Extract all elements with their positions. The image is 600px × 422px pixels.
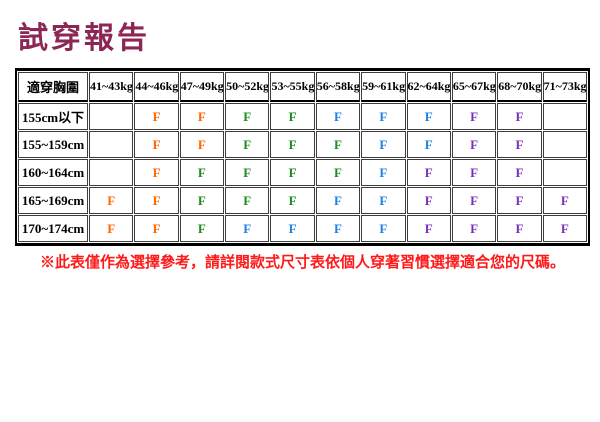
fit-cell: F (406, 187, 451, 214)
weight-header: 62~64kg (406, 72, 451, 102)
fit-cell: F (406, 159, 451, 186)
table-header: 適穿胸圍 41~43kg 44~46kg 47~49kg 50~52kg 53~55kg… (18, 72, 587, 102)
fit-cell: F (134, 103, 179, 130)
fit-cell: F (134, 187, 179, 214)
height-row-label: 155~159cm (18, 131, 88, 158)
empty-cell (542, 103, 587, 130)
table-body: 155cm以下 F F F F F F F F F 155~159cm F F F F F F F F F 160~16… (18, 103, 587, 242)
table-row: 165~169cm F F F F F F F F F F F (18, 187, 587, 214)
empty-cell (89, 131, 134, 158)
fit-cell: F (497, 215, 542, 242)
fit-cell: F (179, 159, 225, 186)
fit-cell: F (361, 103, 406, 130)
corner-header: 適穿胸圍 (18, 72, 88, 102)
weight-header: 44~46kg (134, 72, 179, 102)
weight-header: 50~52kg (225, 72, 270, 102)
fit-cell: F (134, 131, 179, 158)
fit-cell: F (179, 131, 225, 158)
fit-cell: F (225, 103, 270, 130)
note: ※此表僅作為選擇參考，請詳閱款式尺寸表依個人穿著習慣選擇適合您的尺碼。 (39, 255, 565, 271)
fit-cell: F (270, 215, 315, 242)
fit-cell: F (406, 215, 451, 242)
fit-cell: F (179, 215, 225, 242)
fit-cell: F (179, 103, 225, 130)
fit-cell: F (451, 103, 497, 130)
fit-cell: F (361, 187, 406, 214)
height-row-label: 165~169cm (18, 187, 88, 214)
fit-cell: F (451, 215, 497, 242)
weight-header: 68~70kg (497, 72, 542, 102)
table-row: 155cm以下 F F F F F F F F F (18, 103, 587, 130)
empty-cell (89, 103, 134, 130)
height-row-label: 155cm以下 (18, 103, 88, 130)
weight-header: 41~43kg (89, 72, 134, 102)
fit-cell: F (315, 187, 361, 214)
header-row: 適穿胸圍 41~43kg 44~46kg 47~49kg 50~52kg 53~55kg… (18, 72, 587, 102)
table-row: 155~159cm F F F F F F F F F (18, 131, 587, 158)
fit-cell: F (134, 215, 179, 242)
fit-cell: F (89, 187, 134, 214)
fit-cell: F (361, 215, 406, 242)
fit-cell: F (451, 159, 497, 186)
weight-header: 56~58kg (315, 72, 361, 102)
fit-cell: F (225, 159, 270, 186)
fit-cell: F (542, 187, 587, 214)
page-title: 試穿報告 (18, 22, 150, 55)
empty-cell (89, 159, 134, 186)
fit-cell: F (497, 159, 542, 186)
weight-header: 71~73kg (542, 72, 587, 102)
table-row: 170~174cm F F F F F F F F F F F (18, 215, 587, 242)
weight-header: 53~55kg (270, 72, 315, 102)
fit-cell: F (315, 103, 361, 130)
fit-cell: F (270, 159, 315, 186)
fit-cell: F (315, 131, 361, 158)
weight-header: 59~61kg (361, 72, 406, 102)
height-row-label: 160~164cm (18, 159, 88, 186)
fit-cell: F (315, 159, 361, 186)
fit-cell: F (179, 187, 225, 214)
fit-cell: F (406, 131, 451, 158)
fit-cell: F (406, 103, 451, 130)
fit-cell: F (225, 131, 270, 158)
fit-cell: F (270, 103, 315, 130)
weight-header: 65~67kg (451, 72, 497, 102)
fit-report-table: 適穿胸圍 41~43kg 44~46kg 47~49kg 50~52kg 53~55kg… (15, 68, 590, 246)
weight-header: 47~49kg (179, 72, 225, 102)
fit-cell: F (134, 159, 179, 186)
fit-cell: F (225, 215, 270, 242)
fit-cell: F (497, 131, 542, 158)
fit-cell: F (361, 131, 406, 158)
table-row: 160~164cm F F F F F F F F F (18, 159, 587, 186)
fit-cell: F (451, 187, 497, 214)
fit-cell: F (497, 187, 542, 214)
fit-cell: F (270, 187, 315, 214)
fit-cell: F (270, 131, 315, 158)
height-row-label: 170~174cm (18, 215, 88, 242)
empty-cell (542, 131, 587, 158)
empty-cell (542, 159, 587, 186)
fit-cell: F (315, 215, 361, 242)
fit-cell: F (542, 215, 587, 242)
fit-cell: F (497, 103, 542, 130)
fit-cell: F (361, 159, 406, 186)
fit-cell: F (89, 215, 134, 242)
fit-cell: F (451, 131, 497, 158)
fit-cell: F (225, 187, 270, 214)
